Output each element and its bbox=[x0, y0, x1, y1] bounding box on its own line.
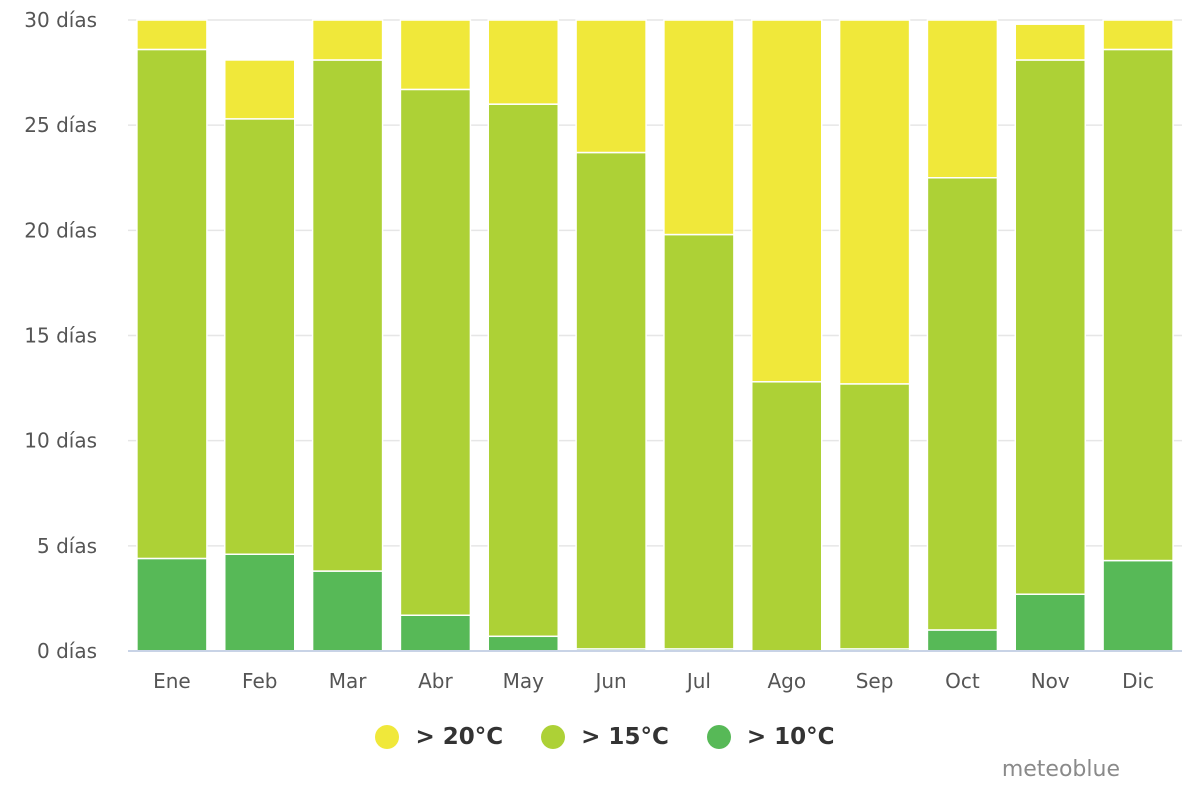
bar-segment-feb-0[interactable] bbox=[224, 553, 296, 652]
bars bbox=[136, 19, 1174, 652]
x-tick-label: Jul bbox=[685, 669, 711, 693]
bar-segment-abr-1[interactable] bbox=[399, 88, 472, 616]
x-tick-label: May bbox=[503, 669, 545, 693]
y-tick-label: 15 días bbox=[24, 324, 97, 348]
bar-segment-mar-0[interactable] bbox=[311, 570, 384, 652]
x-tick-label: Ene bbox=[153, 669, 191, 693]
bar-segment-dic-1[interactable] bbox=[1102, 48, 1174, 562]
legend-item-20c[interactable]: > 20°C bbox=[375, 724, 503, 750]
x-tick-label: Nov bbox=[1031, 669, 1070, 693]
x-tick-label: Sep bbox=[856, 669, 894, 693]
x-tick-label: Jun bbox=[593, 669, 626, 693]
legend-label-20c: > 20°C bbox=[415, 724, 504, 750]
grid-lines bbox=[128, 19, 1182, 652]
bar-segment-may-2[interactable] bbox=[487, 19, 559, 105]
bar-segment-ago-2[interactable] bbox=[751, 19, 823, 383]
x-tick-label: Dic bbox=[1122, 669, 1154, 693]
y-tick-label: 25 días bbox=[24, 113, 97, 137]
legend-dot-20c bbox=[375, 725, 400, 749]
x-tick-label: Mar bbox=[329, 669, 368, 693]
legend-label-15c: > 15°C bbox=[581, 724, 669, 750]
bar-segment-jun-2[interactable] bbox=[575, 19, 647, 154]
bar-segment-may-1[interactable] bbox=[487, 103, 559, 638]
bar-segment-oct-1[interactable] bbox=[926, 177, 999, 631]
y-tick-label: 30 días bbox=[24, 8, 97, 32]
bar-segment-mar-2[interactable] bbox=[311, 19, 384, 61]
bar-segment-may-0[interactable] bbox=[487, 635, 559, 652]
bar-segment-feb-1[interactable] bbox=[224, 118, 296, 555]
bar-segment-jun-1[interactable] bbox=[575, 151, 647, 650]
bar-segment-ene-1[interactable] bbox=[136, 48, 208, 560]
legend-dot-10c bbox=[706, 725, 731, 749]
credit-text: meteoblue bbox=[1001, 757, 1120, 782]
bar-segment-ene-2[interactable] bbox=[136, 19, 208, 51]
x-axis-ticks: Ene Feb Mar Abr May Jun Jul Ago Sep Oct Nov Dic bbox=[153, 669, 1154, 693]
legend-item-10c[interactable]: > 10°C bbox=[706, 724, 835, 750]
legend-item-15c[interactable]: > 15°C bbox=[541, 724, 669, 750]
bar-segment-abr-0[interactable] bbox=[399, 614, 472, 652]
y-tick-label: 20 días bbox=[24, 218, 97, 242]
bar-segment-jul-1[interactable] bbox=[663, 233, 735, 650]
bar-segment-oct-0[interactable] bbox=[926, 629, 999, 652]
bar-segment-feb-2[interactable] bbox=[224, 59, 296, 120]
legend-dot-15c bbox=[541, 725, 566, 749]
legend-label-10c: > 10°C bbox=[746, 724, 835, 750]
bar-segment-dic-2[interactable] bbox=[1102, 19, 1174, 51]
x-tick-label: Feb bbox=[242, 669, 277, 693]
bar-segment-mar-1[interactable] bbox=[311, 59, 384, 572]
bar-segment-nov-0[interactable] bbox=[1014, 593, 1086, 652]
bar-segment-abr-2[interactable] bbox=[399, 19, 472, 91]
y-tick-label: 5 días bbox=[37, 534, 97, 558]
legend: > 20°C > 15°C > 10°C bbox=[0, 724, 1200, 750]
x-tick-label: Ago bbox=[767, 669, 806, 693]
stacked-bar-chart: 0 días 5 días 10 días 15 días 20 días 25 días… bbox=[24, 8, 1182, 693]
bar-segment-sep-2[interactable] bbox=[838, 19, 911, 385]
bar-segment-sep-1[interactable] bbox=[838, 383, 911, 650]
bar-segment-dic-0[interactable] bbox=[1102, 559, 1174, 652]
y-tick-label: 0 días bbox=[37, 639, 97, 663]
y-tick-label: 10 días bbox=[24, 429, 97, 453]
bar-segment-oct-2[interactable] bbox=[926, 19, 999, 179]
bar-segment-nov-1[interactable] bbox=[1014, 59, 1086, 595]
x-tick-label: Abr bbox=[418, 669, 453, 693]
bar-segment-jul-2[interactable] bbox=[663, 19, 735, 236]
y-axis-ticks: 0 días 5 días 10 días 15 días 20 días 25 días… bbox=[24, 8, 97, 663]
bar-segment-ago-1[interactable] bbox=[751, 381, 823, 652]
bar-segment-ene-0[interactable] bbox=[136, 557, 208, 652]
x-tick-label: Oct bbox=[945, 669, 980, 693]
bar-segment-nov-2[interactable] bbox=[1014, 23, 1086, 61]
